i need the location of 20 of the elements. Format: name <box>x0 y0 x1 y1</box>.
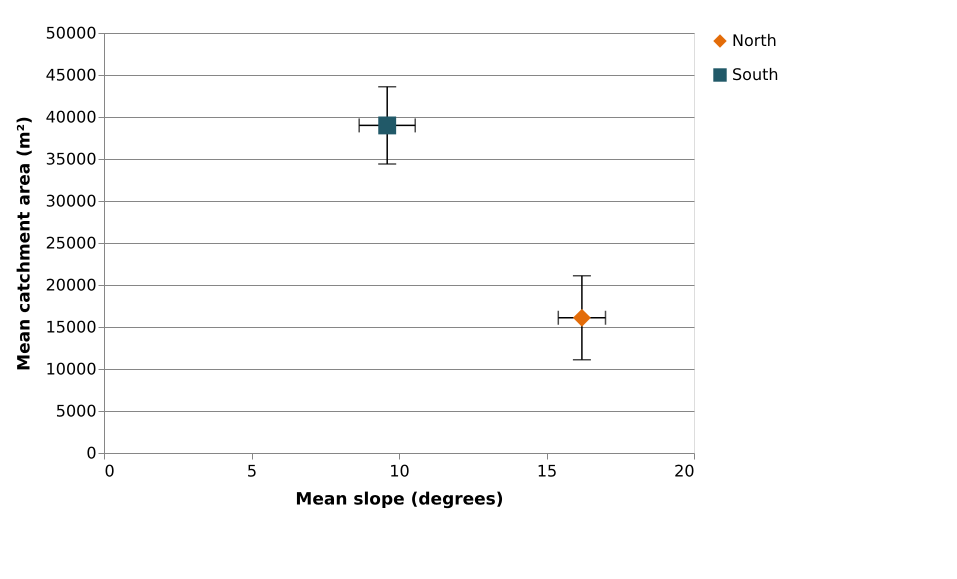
y-tick-label: 0 <box>86 444 96 462</box>
y-axis-title: Mean catchment area (m²) <box>14 116 35 371</box>
y-tick-label: 30000 <box>46 192 96 210</box>
y-tick-label: 15000 <box>46 318 96 336</box>
x-tick-label: 20 <box>674 462 694 480</box>
x-tick-label: 0 <box>104 462 115 480</box>
x-axis-title: Mean slope (degrees) <box>295 490 504 510</box>
y-tick-label: 10000 <box>46 360 96 378</box>
x-tick-label: 15 <box>536 462 558 480</box>
y-tick-label: 25000 <box>46 234 96 252</box>
y-tick-label: 20000 <box>46 276 96 294</box>
y-tick-label: 45000 <box>46 66 96 84</box>
y-tick-label: 35000 <box>46 150 96 168</box>
y-tick-label: 5000 <box>56 402 96 420</box>
x-tick-label: 10 <box>389 462 410 480</box>
y-tick-label: 50000 <box>46 24 96 42</box>
legend-label: South <box>732 65 778 84</box>
legend-label: North <box>732 31 777 50</box>
y-tick-label: 40000 <box>46 108 96 126</box>
x-tick-label: 5 <box>246 462 258 480</box>
